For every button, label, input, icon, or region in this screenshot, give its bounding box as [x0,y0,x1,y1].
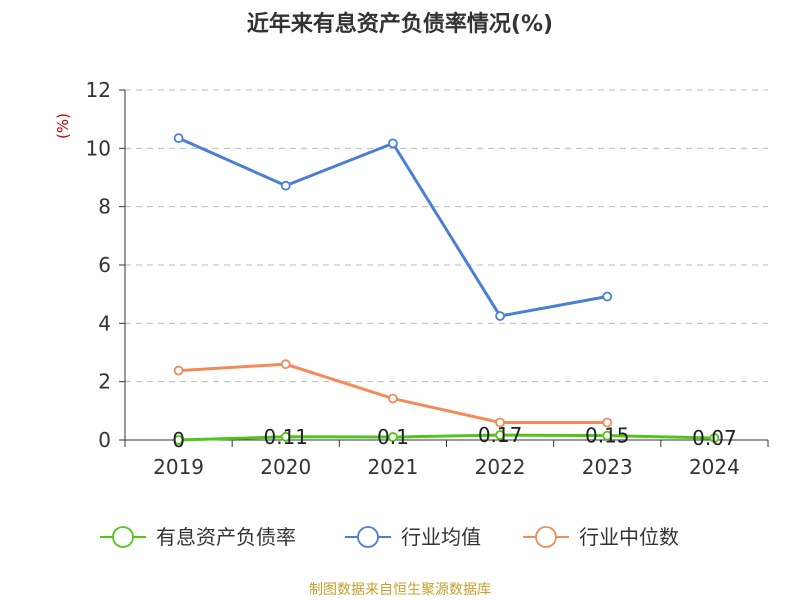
legend-marker-icon [357,526,379,548]
data-point [602,430,613,441]
x-tick-label: 2023 [582,455,633,479]
data-label: 0.17 [478,423,523,447]
y-tick-label: 0 [98,428,111,452]
plot-area [173,133,720,445]
y-tick-label: 6 [98,253,111,277]
data-label: 0.07 [692,426,737,450]
x-tick-label: 2022 [475,455,526,479]
x-tick-label: 2020 [260,455,311,479]
series-line [177,433,716,442]
series-1 [173,430,720,445]
data-point [280,431,291,442]
data-point [388,432,398,442]
data-point [173,435,184,445]
series-line [177,136,609,318]
grid [125,89,768,383]
data-point [495,430,505,440]
legend-label: 行业中位数 [579,525,679,549]
x-tick-label: 2024 [689,455,740,479]
series-line [177,362,609,424]
data-point [173,365,184,376]
y-tick-label: 8 [98,195,111,219]
data-point [602,417,613,428]
source-note: 制图数据来自恒生聚源数据库 [309,582,491,598]
x-tick-label: 2019 [153,455,204,479]
legend-item-2[interactable]: 行业均值 [345,525,481,549]
x-tick-label: 2021 [367,455,418,479]
y-tick-label: 10 [86,136,111,160]
data-label: 0 [172,428,185,452]
chart-title: 近年来有息资产负债率情况(%) [247,11,553,37]
legend-marker-icon [535,526,557,548]
y-tick-label: 4 [98,311,111,335]
data-point [280,359,291,370]
series-2 [173,133,613,321]
data-label: 0.1 [377,425,409,449]
axes: 0 2 4 6 8 10 12 2019 2020 2021 2022 2023 2024 [86,78,769,479]
data-label: 0.15 [585,424,630,448]
legend-item-3[interactable]: 行业中位数 [523,525,679,549]
legend-label: 行业均值 [401,525,481,549]
y-axis-unit: (%) [54,113,72,139]
data-point [173,133,184,144]
data-label: 0.11 [263,425,308,449]
data-point [602,291,613,302]
series-3 [173,359,613,428]
data-point [388,393,398,404]
y-tick-label: 2 [98,370,111,394]
data-point [495,311,505,321]
data-point [388,138,398,149]
data-point [495,417,505,428]
legend[interactable]: 有息资产负债率 行业均值 行业中位数 [100,525,679,549]
legend-label: 有息资产负债率 [156,525,296,549]
legend-marker-icon [112,526,134,548]
data-point [709,433,720,443]
data-point [280,180,291,191]
data-labels: 0 0.11 0.1 0.17 0.15 0.07 [172,423,736,452]
y-tick-label: 12 [86,78,111,102]
legend-item-1[interactable]: 有息资产负债率 [100,525,296,549]
